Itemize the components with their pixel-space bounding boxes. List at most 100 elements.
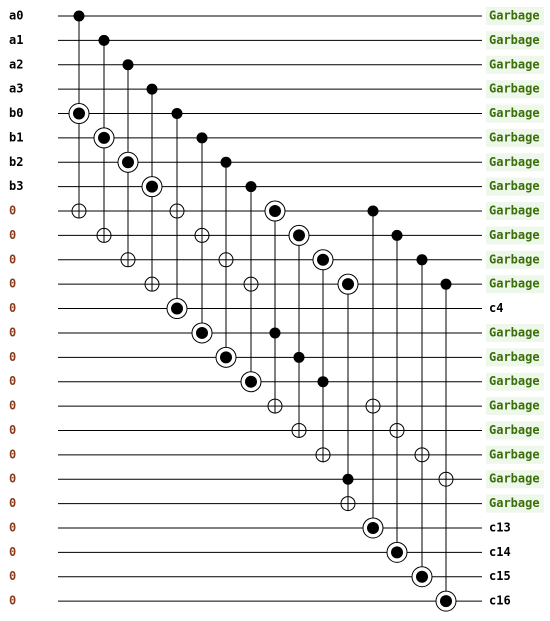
double-circle-inner [342,278,354,291]
input-label: a1 [9,33,23,47]
output-label: c13 [489,520,511,534]
input-label: 0 [9,423,16,437]
output-bg [486,31,544,50]
output-label: Garbage [489,399,540,413]
input-label: b1 [9,130,23,144]
gate [141,83,163,292]
gate [312,249,334,463]
output-label: c14 [489,545,511,559]
input-label: 0 [9,399,16,413]
output-bg [486,128,544,147]
output-bg [486,348,544,367]
input-label: 0 [9,472,16,486]
control-dot [440,278,452,290]
input-label: 0 [9,374,16,388]
input-label: 0 [9,569,16,583]
control-dot [293,351,305,363]
control-dot [73,10,85,22]
output-bg [486,226,544,245]
control-dot [98,34,110,46]
gate [166,108,188,320]
output-bg [486,250,544,269]
double-circle-inner [146,180,158,193]
output-bg [486,445,544,464]
output-bg [486,372,544,391]
output-bg [486,7,544,25]
input-label: 0 [9,447,16,461]
gate [337,273,359,512]
output-label: Garbage [489,472,540,486]
double-circle-inner [440,595,452,608]
double-circle-inner [391,546,403,559]
output-label: Garbage [489,204,540,218]
double-circle-inner [367,521,379,534]
output-bg [486,55,544,74]
output-label: Garbage [489,496,540,510]
input-label: 0 [9,325,16,339]
double-circle-inner [196,326,208,339]
control-dot [391,229,403,241]
output-bg [486,275,544,294]
double-circle-inner [98,131,110,144]
output-bg [486,494,544,513]
output-label: c15 [489,569,511,583]
gate [264,200,286,414]
gate [386,229,408,563]
input-label: b0 [9,106,23,120]
input-label: 0 [9,350,16,364]
control-dot [317,376,329,388]
output-label: Garbage [489,106,540,120]
input-label: 0 [9,496,16,510]
double-circle-inner [122,156,134,169]
double-circle-inner [171,302,183,315]
output-label: Garbage [489,179,540,193]
output-label: c16 [489,594,511,608]
control-dot [196,132,208,144]
output-label: Garbage [489,252,540,266]
control-dot [122,59,134,71]
input-label: 0 [9,520,16,534]
gate [288,224,310,438]
output-label: Garbage [489,228,540,242]
double-circle-inner [220,351,232,364]
output-bg [486,104,544,123]
gate [93,34,115,243]
gate [240,181,262,393]
double-circle-inner [73,107,85,120]
output-label: c4 [489,301,503,315]
input-label: 0 [9,204,16,218]
output-label: Garbage [489,277,540,291]
double-circle-inner [269,205,281,218]
input-label: 0 [9,277,16,291]
output-bg [486,177,544,196]
input-label: b3 [9,179,23,193]
input-label: 0 [9,252,16,266]
output-bg [486,397,544,416]
input-label: 0 [9,228,16,242]
output-label: Garbage [489,325,540,339]
output-bg [486,470,544,489]
input-label: 0 [9,301,16,315]
output-label: Garbage [489,130,540,144]
output-label: Garbage [489,57,540,71]
control-dot [171,108,183,120]
input-label: a3 [9,82,23,96]
output-bg [486,323,544,342]
output-bg [486,80,544,99]
output-label: Garbage [489,155,540,169]
gate [411,254,433,588]
output-label: Garbage [489,423,540,437]
gate [215,156,237,368]
input-label: a0 [9,9,23,23]
gate [435,278,457,612]
control-dot [342,473,354,485]
control-dot [146,83,158,95]
double-circle-inner [317,253,329,266]
control-dot [220,156,232,168]
output-label: Garbage [489,350,540,364]
gate [362,205,384,539]
output-label: Garbage [489,82,540,96]
output-bg [486,153,544,172]
control-dot [245,181,257,193]
